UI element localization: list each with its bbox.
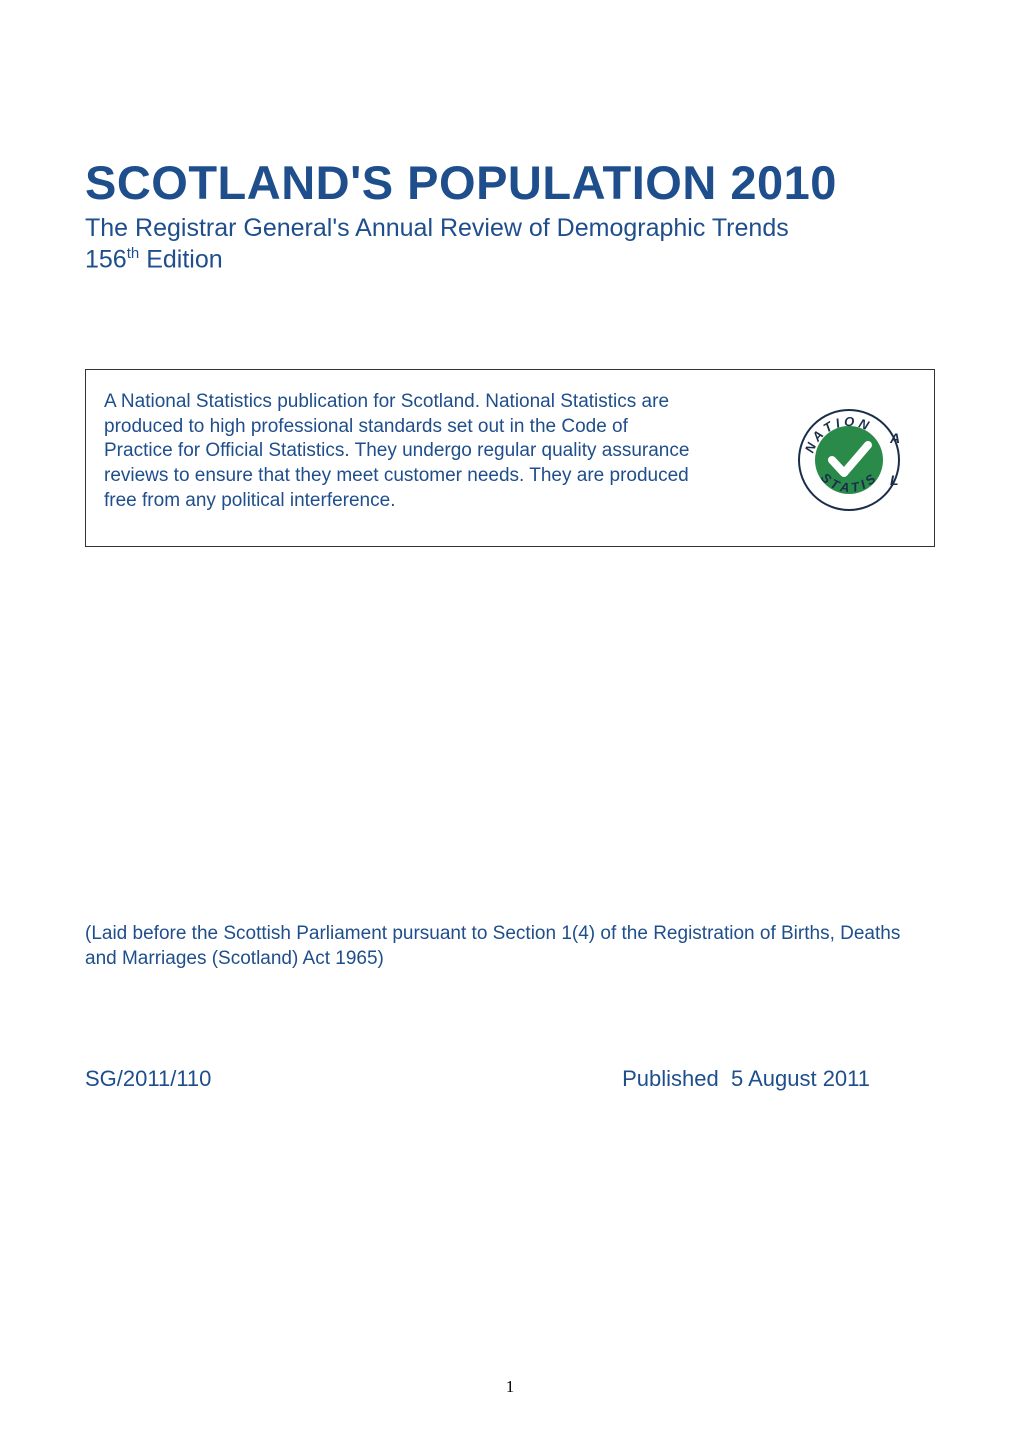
page-number: 1	[0, 1377, 1020, 1397]
edition-word: Edition	[146, 245, 222, 273]
published-label: Published	[622, 1066, 719, 1091]
document-page: SCOTLAND'S POPULATION 2010 The Registrar…	[0, 0, 1020, 1442]
svg-text:L: L	[890, 472, 899, 488]
laid-before-parliament-text: (Laid before the Scottish Parliament pur…	[85, 922, 935, 971]
national-statistics-kitemark-icon: N A T I O N S T A T I S A L	[794, 405, 904, 515]
subtitle: The Registrar General's Annual Review of…	[85, 212, 935, 245]
edition-number: 156	[85, 245, 127, 273]
published-date-value: 5 August 2011	[731, 1066, 870, 1091]
edition-line: 156th Edition	[85, 245, 935, 274]
publication-date: Published 5 August 2011	[622, 1066, 870, 1092]
national-statistics-text: A National Statistics publication for Sc…	[104, 390, 694, 513]
svg-text:A: A	[889, 430, 900, 446]
national-statistics-box: A National Statistics publication for Sc…	[85, 369, 935, 547]
reference-number: SG/2011/110	[85, 1066, 211, 1092]
edition-suffix: th	[127, 245, 140, 262]
footer-row: SG/2011/110 Published 5 August 2011	[85, 1066, 935, 1092]
main-title: SCOTLAND'S POPULATION 2010	[85, 155, 935, 210]
